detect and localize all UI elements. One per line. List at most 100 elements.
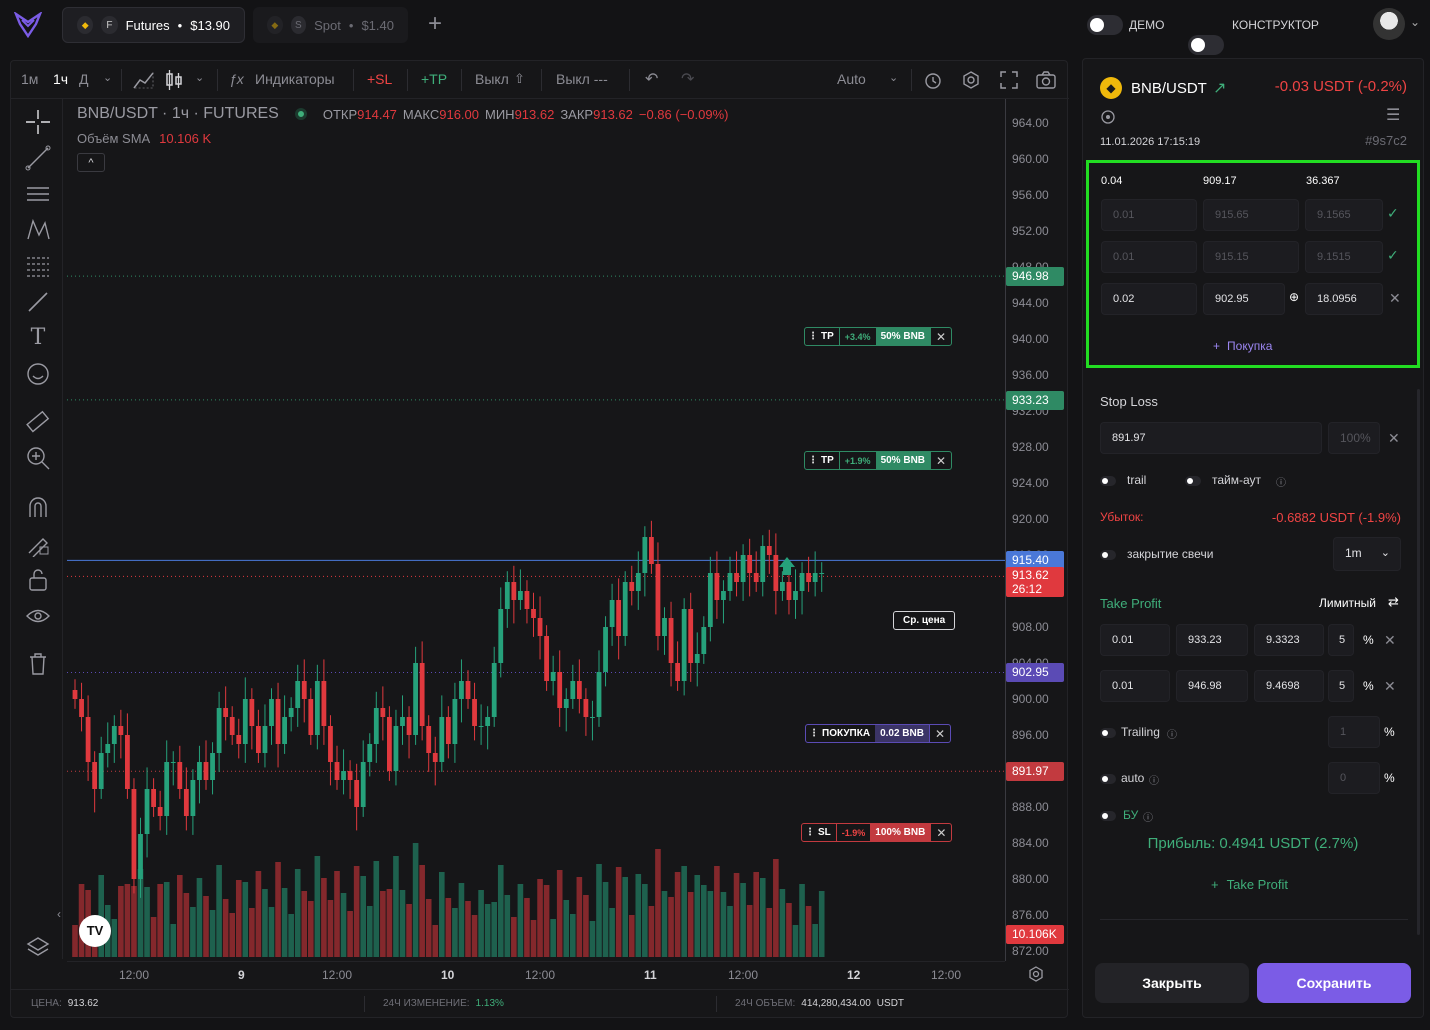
lock-icon[interactable]: [25, 567, 51, 593]
external-link-icon[interactable]: ↗: [1213, 80, 1227, 97]
close-icon[interactable]: ✕: [1388, 430, 1400, 446]
alert-icon[interactable]: [923, 70, 943, 90]
price-axis[interactable]: 964.00960.00956.00952.00948.00944.00940.…: [1005, 99, 1067, 961]
horizontal-lines-icon[interactable]: [25, 181, 51, 207]
function-icon[interactable]: ƒx: [229, 71, 244, 87]
collapse-arrow-icon[interactable]: ‹: [57, 907, 61, 921]
scale-auto-select[interactable]: Auto: [837, 71, 866, 87]
off-toggle-1[interactable]: Выкл: [475, 71, 509, 87]
tp-price-field[interactable]: 933.23: [1176, 624, 1248, 656]
close-position-button[interactable]: Закрыть: [1095, 963, 1249, 1003]
drag-handle-icon[interactable]: ⋮: [805, 827, 815, 838]
add-take-profit-button[interactable]: + Take Profit: [1211, 877, 1288, 892]
entry-price-field[interactable]: 915.15: [1203, 241, 1299, 273]
drag-handle-icon[interactable]: ⋮: [809, 728, 819, 739]
trailing-toggle[interactable]: [1100, 728, 1116, 738]
brush-icon[interactable]: [25, 289, 51, 315]
settings-icon[interactable]: [961, 70, 981, 90]
pattern-icon[interactable]: [25, 217, 51, 243]
fullscreen-icon[interactable]: [999, 70, 1019, 90]
entry-total-field[interactable]: 9.1565: [1305, 199, 1383, 231]
eye-icon[interactable]: [25, 603, 51, 629]
zoom-in-icon[interactable]: [25, 445, 51, 471]
entry-qty-field[interactable]: 0.02: [1101, 283, 1197, 315]
candle-timeframe-select[interactable]: 1m ⌄: [1333, 537, 1401, 571]
tp-percent-field[interactable]: 5: [1328, 670, 1354, 702]
candlestick-chart[interactable]: [67, 99, 1005, 961]
constructor-toggle[interactable]: [1188, 35, 1224, 55]
info-icon[interactable]: ⓘ: [1276, 478, 1286, 489]
trailing-value-field[interactable]: 1: [1328, 716, 1380, 748]
tradingview-logo[interactable]: TV: [79, 915, 111, 947]
chevron-down-icon[interactable]: ⌄: [1410, 15, 1421, 29]
entry-order-line[interactable]: ⋮ ПОКУПКА 0.02 BNB ✕: [805, 724, 952, 743]
close-icon[interactable]: ✕: [1384, 678, 1396, 694]
redo-icon[interactable]: ↷: [681, 71, 695, 88]
tab-futures[interactable]: ◆ F Futures • $13.90: [62, 7, 245, 43]
close-icon[interactable]: ✕: [930, 452, 951, 469]
close-icon[interactable]: ✕: [1384, 632, 1396, 648]
tp-qty-field[interactable]: 0.01: [1100, 670, 1170, 702]
settings-icon[interactable]: [1027, 965, 1045, 983]
candle-close-toggle[interactable]: [1100, 550, 1116, 560]
entry-qty-field[interactable]: 0.01: [1101, 199, 1197, 231]
tp-price-field[interactable]: 946.98: [1176, 670, 1248, 702]
off-toggle-2[interactable]: Выкл ---: [556, 71, 608, 87]
add-tp-button[interactable]: +TP: [421, 71, 448, 87]
add-sl-button[interactable]: +SL: [367, 71, 393, 87]
area-chart-icon[interactable]: [133, 70, 155, 90]
chevron-down-icon[interactable]: ⌄: [195, 72, 205, 84]
entry-price-field[interactable]: 902.95: [1203, 283, 1285, 315]
candles-icon[interactable]: [165, 69, 183, 91]
add-buy-button[interactable]: + Покупка: [1213, 339, 1272, 353]
tp-total-field[interactable]: 9.4698: [1254, 670, 1324, 702]
camera-icon[interactable]: [1035, 70, 1057, 90]
scrollbar[interactable]: [1417, 389, 1420, 935]
stop-loss-percent-field[interactable]: 100%: [1328, 422, 1380, 454]
trail-toggle[interactable]: [1100, 476, 1116, 486]
info-icon[interactable]: ⓘ: [1167, 730, 1177, 741]
demo-toggle[interactable]: [1087, 15, 1123, 35]
undo-icon[interactable]: ↶: [645, 71, 659, 88]
close-icon[interactable]: ✕: [928, 725, 950, 742]
emoji-icon[interactable]: [25, 361, 51, 387]
tp-order-type[interactable]: Лимитный: [1319, 596, 1376, 610]
add-tab-button[interactable]: +: [428, 10, 443, 37]
interval-1h[interactable]: 1ч: [53, 71, 69, 87]
interval-1m[interactable]: 1м: [21, 71, 39, 87]
app-logo-icon[interactable]: [14, 12, 42, 38]
tp2-order-line[interactable]: ⋮ TP +3.4% 50% BNB ✕: [804, 327, 953, 346]
chat-icon[interactable]: [1100, 109, 1116, 125]
avg-price-line[interactable]: Ср. цена: [893, 611, 956, 630]
collapse-legend-button[interactable]: ^: [77, 153, 105, 172]
entry-total-field[interactable]: 9.1515: [1305, 241, 1383, 273]
trash-icon[interactable]: [25, 651, 51, 677]
tp-qty-field[interactable]: 0.01: [1100, 624, 1170, 656]
swap-icon[interactable]: ⇄: [1388, 594, 1399, 609]
timeout-toggle[interactable]: [1185, 476, 1201, 486]
close-icon[interactable]: ✕: [1389, 290, 1401, 306]
breakeven-toggle[interactable]: [1100, 811, 1116, 821]
layers-icon[interactable]: [25, 935, 51, 961]
tp-total-field[interactable]: 9.3323: [1254, 624, 1324, 656]
entry-price-field[interactable]: 915.65: [1203, 199, 1299, 231]
entry-total-field[interactable]: 18.0956: [1305, 283, 1383, 315]
auto-toggle[interactable]: [1100, 774, 1116, 784]
drag-handle-icon[interactable]: ⋮: [808, 331, 818, 342]
tp1-order-line[interactable]: ⋮ TP +1.9% 50% BNB ✕: [804, 451, 953, 470]
info-icon[interactable]: ⓘ: [1143, 813, 1153, 824]
magnet-icon[interactable]: [25, 495, 51, 521]
info-icon[interactable]: ⓘ: [1149, 776, 1159, 787]
chart-plot-area[interactable]: BNB/USDT · 1ч · FUTURES ОТКР 914.47 МАКС 9…: [67, 99, 1005, 961]
auto-value-field[interactable]: 0: [1328, 762, 1380, 794]
chevron-down-icon[interactable]: ⌄: [889, 72, 899, 84]
tab-spot[interactable]: ◆ S Spot • $1.40: [253, 7, 408, 43]
stop-loss-price-field[interactable]: 891.97: [1100, 422, 1322, 454]
interval-d[interactable]: Д: [79, 71, 89, 87]
drag-handle-icon[interactable]: ⋮: [808, 455, 818, 466]
avatar[interactable]: [1373, 8, 1405, 40]
fib-icon[interactable]: [25, 253, 51, 279]
ruler-icon[interactable]: [25, 409, 51, 435]
crosshair-icon[interactable]: [25, 109, 51, 135]
sl-order-line[interactable]: ⋮ SL -1.9% 100% BNB ✕: [801, 823, 953, 842]
